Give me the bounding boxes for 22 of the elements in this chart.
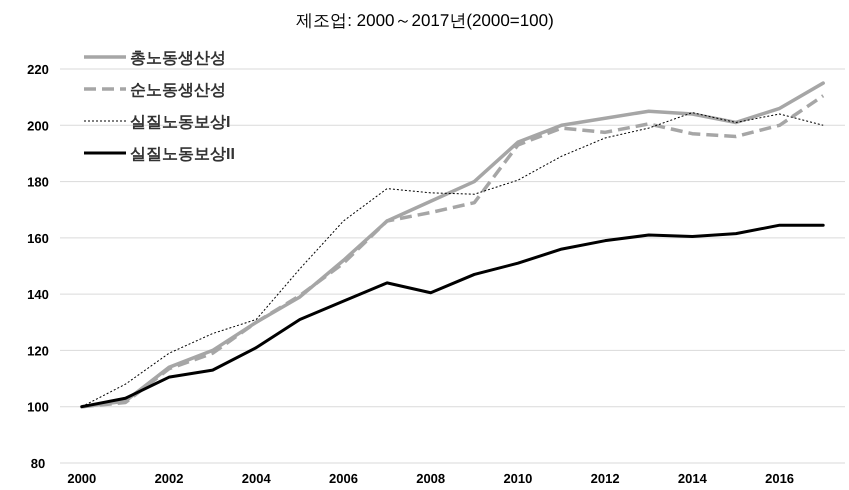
x-tick-label: 2004 (242, 471, 272, 486)
x-tick-label: 2002 (154, 471, 184, 486)
x-tick-label: 2012 (590, 471, 620, 486)
y-tick-label: 180 (27, 174, 49, 190)
y-tick-label: 220 (27, 62, 49, 77)
x-tick-label: 2008 (416, 471, 446, 486)
x-tick-label: 2006 (329, 471, 358, 486)
y-tick-label: 200 (27, 118, 49, 134)
legend-label: 순노동생산성 (130, 82, 226, 99)
y-tick-label: 100 (27, 400, 49, 415)
x-tick-label: 2010 (503, 471, 532, 486)
y-tick-label: 140 (27, 287, 49, 302)
x-tick-label: 2014 (678, 471, 708, 486)
y-tick-label: 160 (27, 230, 49, 246)
x-tick-label: 2016 (765, 471, 794, 486)
y-tick-label: 80 (30, 456, 46, 471)
legend-label: 실질노동보상II (130, 146, 235, 163)
chart-title: 제조업: 2000～2017년(2000=100) (296, 11, 554, 30)
legend-label: 총노동생산성 (130, 50, 226, 67)
x-tick-label: 2000 (67, 471, 96, 486)
y-tick-label: 120 (27, 343, 49, 358)
legend-label: 실질노동보상I (130, 114, 230, 131)
